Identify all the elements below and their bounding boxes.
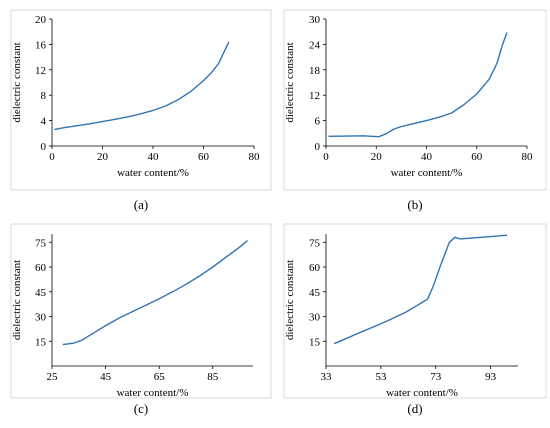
panel-label: (a) xyxy=(134,197,148,212)
y-tick-label: 24 xyxy=(309,39,321,51)
data-series-line xyxy=(333,234,508,345)
chart-frame xyxy=(283,9,547,191)
x-tick-label: 40 xyxy=(421,151,433,163)
x-axis-title: water content/% xyxy=(386,387,458,399)
data-series-line xyxy=(62,240,249,346)
panel-label: (d) xyxy=(407,401,422,416)
x-tick-label: 60 xyxy=(198,151,210,163)
x-tick-label: 0 xyxy=(323,151,329,163)
y-axis-title: dielectric constant xyxy=(284,42,296,122)
panel-label: (b) xyxy=(407,197,422,212)
panel-label: (c) xyxy=(134,401,148,416)
x-tick-label: 80 xyxy=(522,151,534,163)
x-tick-label: 45 xyxy=(100,371,112,383)
y-tick-label: 0 xyxy=(41,141,47,153)
x-tick-label: 73 xyxy=(430,371,442,383)
y-tick-label: 45 xyxy=(309,287,321,299)
x-tick-label: 85 xyxy=(207,371,219,383)
x-tick-label: 53 xyxy=(375,371,387,383)
y-tick-label: 60 xyxy=(35,262,47,274)
y-axis-title: dielectric constant xyxy=(11,260,23,340)
x-tick-label: 20 xyxy=(371,151,383,163)
chart-panel-2: 0 20 40 60 80 0 6 12 18 24 30 water content/% dielec… xyxy=(283,9,547,212)
y-tick-label: 8 xyxy=(41,90,47,102)
chart-panel-3: 25 45 65 85 15 30 45 60 75 water content/% dielect… xyxy=(10,223,272,416)
y-tick-label: 16 xyxy=(35,39,47,51)
y-tick-label: 60 xyxy=(309,262,321,274)
x-tick-label: 33 xyxy=(321,371,333,383)
x-tick-label: 80 xyxy=(249,151,261,163)
y-tick-label: 18 xyxy=(309,65,321,77)
x-tick-label: 0 xyxy=(49,151,55,163)
chart-panel-4: 33 53 73 93 15 30 45 60 75 water content/% dielect… xyxy=(283,223,547,416)
y-tick-label: 75 xyxy=(309,237,321,249)
x-axis-title: water content/% xyxy=(117,387,189,399)
y-tick-label: 12 xyxy=(35,65,46,77)
y-tick-label: 30 xyxy=(35,312,47,324)
x-axis-title: water content/% xyxy=(117,167,189,179)
chart-frame xyxy=(10,9,272,191)
x-tick-label: 60 xyxy=(471,151,483,163)
y-tick-label: 6 xyxy=(315,116,321,128)
y-tick-label: 45 xyxy=(35,287,47,299)
data-series-line xyxy=(54,41,230,131)
x-tick-label: 93 xyxy=(485,371,497,383)
x-axis-title: water content/% xyxy=(391,167,463,179)
y-tick-label: 0 xyxy=(315,141,321,153)
y-tick-label: 4 xyxy=(41,116,47,128)
y-tick-label: 12 xyxy=(309,90,320,102)
y-tick-label: 75 xyxy=(35,237,47,249)
y-axis-title: dielectric constant xyxy=(11,42,23,122)
x-tick-label: 65 xyxy=(154,371,166,383)
data-series-line xyxy=(328,32,508,138)
y-tick-label: 15 xyxy=(35,336,47,348)
y-tick-label: 15 xyxy=(309,336,321,348)
y-axis-title: dielectric constant xyxy=(284,260,296,340)
y-tick-label: 30 xyxy=(309,14,321,26)
chart-frame xyxy=(10,223,272,399)
x-tick-label: 20 xyxy=(97,151,109,163)
x-tick-label: 40 xyxy=(148,151,160,163)
y-tick-label: 30 xyxy=(309,312,321,324)
chart-panel-1: 0 20 40 60 80 0 4 8 12 16 20 water content/% dielect… xyxy=(10,9,272,212)
y-tick-label: 20 xyxy=(35,14,47,26)
x-tick-label: 25 xyxy=(47,371,59,383)
chart-frame xyxy=(283,223,547,399)
